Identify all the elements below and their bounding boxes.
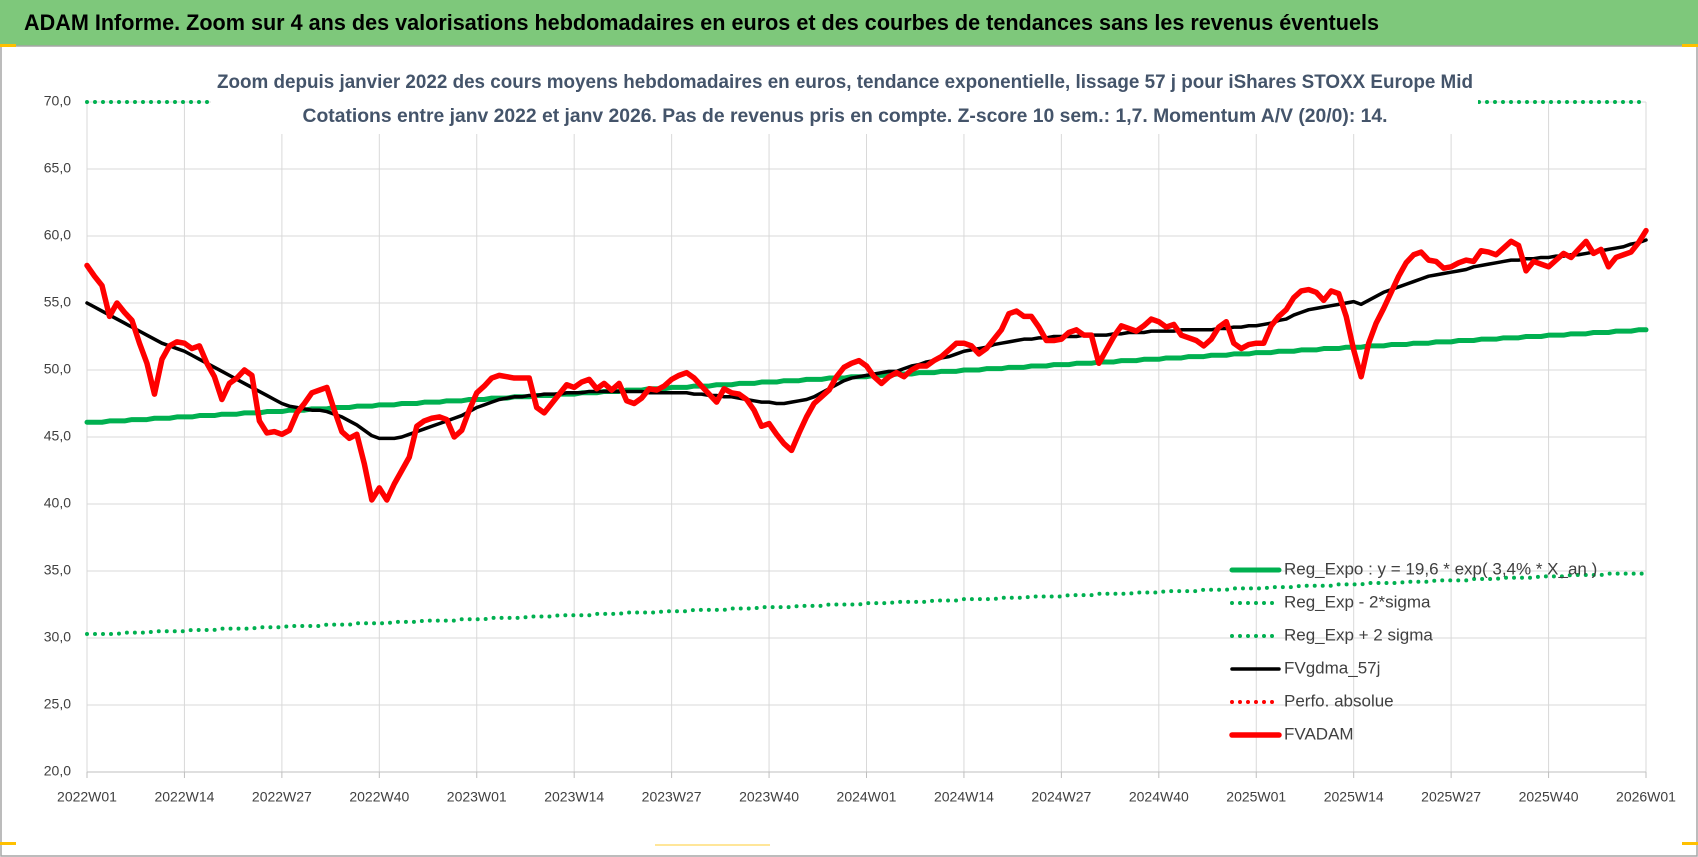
y-tick-label: 55,0 xyxy=(44,294,71,310)
legend-label: Reg_Exp - 2*sigma xyxy=(1284,592,1431,611)
accent xyxy=(0,842,16,845)
x-tick-label: 2024W14 xyxy=(934,789,994,805)
header-bar xyxy=(0,0,1698,46)
y-tick-label: 65,0 xyxy=(44,160,71,176)
legend-label: Perfo. absolue xyxy=(1284,691,1394,710)
header-title: ADAM Informe. Zoom sur 4 ans des valoris… xyxy=(24,10,1379,35)
x-tick-label: 2024W27 xyxy=(1031,789,1091,805)
chart-title: Zoom depuis janvier 2022 des cours moyen… xyxy=(217,72,1473,93)
legend-label: Reg_Exp + 2 sigma xyxy=(1284,625,1433,644)
accent xyxy=(1682,44,1698,47)
y-tick-label: 30,0 xyxy=(44,629,71,645)
title-backing xyxy=(211,62,1478,134)
x-tick-label: 2023W14 xyxy=(544,789,604,805)
chart-subtitle: Cotations entre janv 2022 et janv 2026. … xyxy=(303,106,1388,127)
series-line xyxy=(85,571,1648,636)
axes: 20,0 25,0 30,0 35,0 40,0 45,0 50,0 55,0 60,0 65,0… xyxy=(44,93,1676,805)
x-tick-label: 2026W01 xyxy=(1616,789,1676,805)
x-tick-label: 2024W40 xyxy=(1129,789,1189,805)
y-tick-label: 35,0 xyxy=(44,562,71,578)
accent xyxy=(1682,842,1698,845)
accent xyxy=(655,844,770,846)
x-tick-label: 2023W27 xyxy=(642,789,702,805)
legend-label: Reg_Expo : y = 19,6 * exp( 3,4% * X_an ) xyxy=(1284,559,1597,578)
x-tick-label: 2025W14 xyxy=(1324,789,1384,805)
x-tick-label: 2025W27 xyxy=(1421,789,1481,805)
legend-label: FVgdma_57j xyxy=(1284,658,1380,677)
x-tick-label: 2022W27 xyxy=(252,789,312,805)
x-tick-label: 2025W01 xyxy=(1226,789,1286,805)
y-tick-label: 70,0 xyxy=(44,93,71,109)
y-tick-label: 45,0 xyxy=(44,428,71,444)
y-tick-label: 25,0 xyxy=(44,696,71,712)
y-tick-label: 50,0 xyxy=(44,361,71,377)
x-tick-label: 2022W40 xyxy=(349,789,409,805)
x-tick-label: 2025W40 xyxy=(1519,789,1579,805)
x-tick-label: 2022W14 xyxy=(154,789,214,805)
x-tick-label: 2022W01 xyxy=(57,789,117,805)
plot xyxy=(84,100,1649,636)
y-tick-label: 60,0 xyxy=(44,227,71,243)
y-tick-label: 40,0 xyxy=(44,495,71,511)
accent xyxy=(0,44,16,47)
y-tick-label: 20,0 xyxy=(44,763,71,779)
legend-label: FVADAM xyxy=(1284,724,1354,743)
chart-frame xyxy=(0,45,1698,857)
x-tick-label: 2023W01 xyxy=(447,789,507,805)
legend: Reg_Expo : y = 19,6 * exp( 3,4% * X_an )… xyxy=(1229,559,1597,743)
series-line xyxy=(85,238,1648,441)
x-tick-label: 2023W40 xyxy=(739,789,799,805)
series-line xyxy=(84,227,1649,503)
x-tick-label: 2024W01 xyxy=(837,789,897,805)
